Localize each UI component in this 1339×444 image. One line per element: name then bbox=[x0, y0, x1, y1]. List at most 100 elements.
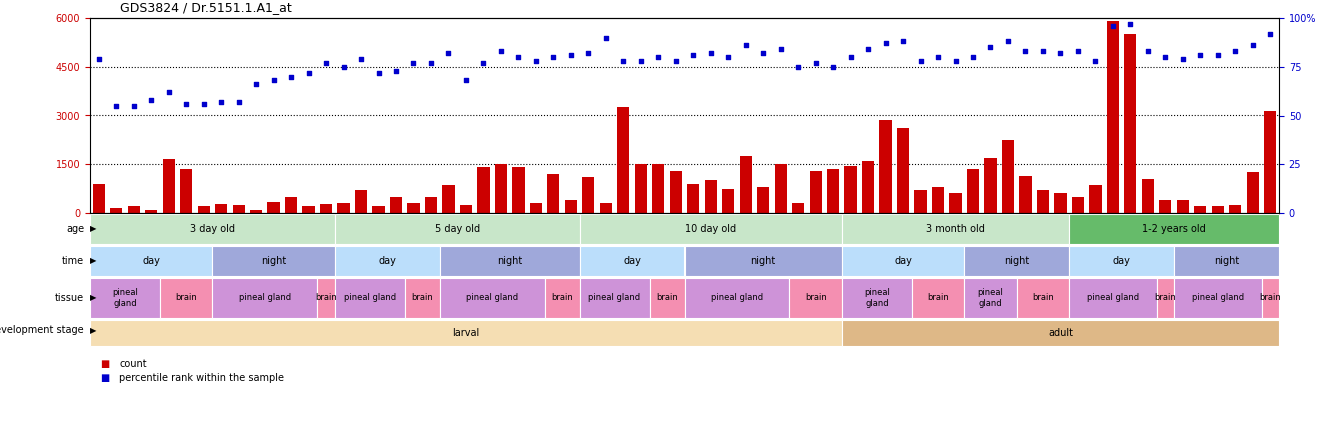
Bar bbox=[964, 246, 1069, 276]
Text: day: day bbox=[1113, 256, 1130, 266]
Bar bbox=[1247, 172, 1259, 213]
Text: percentile rank within the sample: percentile rank within the sample bbox=[119, 373, 284, 383]
Point bbox=[735, 42, 757, 49]
Point bbox=[158, 88, 179, 95]
Bar bbox=[580, 214, 842, 244]
Text: pineal gland: pineal gland bbox=[1192, 293, 1244, 302]
Text: adult: adult bbox=[1048, 328, 1073, 338]
Bar bbox=[1157, 278, 1174, 318]
Text: day: day bbox=[379, 256, 396, 266]
Point bbox=[909, 57, 931, 64]
Text: pineal gland: pineal gland bbox=[344, 293, 396, 302]
Text: night: night bbox=[261, 256, 287, 266]
Point bbox=[193, 100, 214, 107]
Point bbox=[525, 57, 546, 64]
Bar bbox=[862, 161, 874, 213]
Text: ■: ■ bbox=[100, 373, 110, 383]
Bar bbox=[739, 156, 751, 213]
Bar bbox=[810, 171, 822, 213]
Bar bbox=[1069, 214, 1279, 244]
Bar bbox=[1229, 205, 1241, 213]
Text: pineal
gland: pineal gland bbox=[864, 288, 890, 308]
Point bbox=[963, 53, 984, 60]
Bar bbox=[335, 278, 404, 318]
Point bbox=[507, 53, 529, 60]
Bar bbox=[439, 278, 545, 318]
Bar bbox=[600, 203, 612, 213]
Point bbox=[316, 59, 337, 67]
Point bbox=[1067, 48, 1089, 55]
Point bbox=[420, 59, 442, 67]
Bar bbox=[949, 194, 961, 213]
Point bbox=[262, 77, 284, 84]
Bar bbox=[912, 278, 964, 318]
Bar bbox=[580, 278, 649, 318]
Bar bbox=[757, 187, 770, 213]
Point bbox=[1085, 57, 1106, 64]
Point bbox=[945, 57, 967, 64]
Point bbox=[333, 63, 355, 70]
Text: ▶: ▶ bbox=[90, 257, 96, 266]
Text: 1-2 years old: 1-2 years old bbox=[1142, 224, 1206, 234]
Point bbox=[351, 56, 372, 63]
Point bbox=[542, 53, 564, 60]
Bar bbox=[897, 128, 909, 213]
Bar bbox=[1194, 206, 1206, 213]
Bar bbox=[1107, 21, 1119, 213]
Bar bbox=[932, 187, 944, 213]
Point bbox=[1119, 20, 1141, 28]
Point bbox=[228, 98, 249, 105]
Bar bbox=[145, 210, 157, 213]
Bar bbox=[984, 158, 996, 213]
Point bbox=[874, 40, 896, 47]
Text: night: night bbox=[497, 256, 522, 266]
Text: 3 day old: 3 day old bbox=[190, 224, 234, 234]
Bar bbox=[915, 190, 927, 213]
Point bbox=[648, 53, 670, 60]
Text: day: day bbox=[894, 256, 912, 266]
Point bbox=[297, 69, 319, 76]
Bar bbox=[335, 246, 439, 276]
Bar bbox=[213, 246, 335, 276]
Point bbox=[1102, 22, 1123, 29]
Bar bbox=[495, 164, 507, 213]
Bar bbox=[1212, 206, 1224, 213]
Bar bbox=[90, 246, 213, 276]
Bar bbox=[424, 197, 437, 213]
Bar bbox=[1125, 34, 1137, 213]
Bar bbox=[842, 321, 1279, 345]
Bar bbox=[404, 278, 439, 318]
Point bbox=[455, 77, 477, 84]
Bar bbox=[684, 278, 790, 318]
Bar bbox=[90, 214, 335, 244]
Bar bbox=[285, 198, 297, 213]
Text: brain: brain bbox=[315, 293, 337, 302]
Text: larval: larval bbox=[453, 328, 479, 338]
Point bbox=[718, 53, 739, 60]
Bar bbox=[162, 159, 175, 213]
Bar bbox=[582, 177, 595, 213]
Point bbox=[577, 50, 599, 57]
Point bbox=[245, 81, 266, 88]
Bar bbox=[213, 278, 317, 318]
Text: ▶: ▶ bbox=[90, 293, 96, 302]
Point bbox=[1189, 52, 1210, 59]
Point bbox=[857, 46, 878, 53]
Bar bbox=[459, 205, 473, 213]
Bar bbox=[513, 167, 525, 213]
Bar bbox=[90, 278, 159, 318]
Text: pineal
gland: pineal gland bbox=[977, 288, 1003, 308]
Text: pineal gland: pineal gland bbox=[711, 293, 763, 302]
Text: age: age bbox=[66, 224, 84, 234]
Text: brain: brain bbox=[175, 293, 197, 302]
Point bbox=[141, 96, 162, 103]
Text: time: time bbox=[62, 256, 84, 266]
Bar bbox=[1174, 278, 1261, 318]
Bar bbox=[649, 278, 684, 318]
Text: brain: brain bbox=[552, 293, 573, 302]
Text: brain: brain bbox=[1260, 293, 1281, 302]
Point bbox=[840, 53, 861, 60]
Bar bbox=[1160, 200, 1172, 213]
Point bbox=[386, 67, 407, 74]
Text: 10 day old: 10 day old bbox=[686, 224, 736, 234]
